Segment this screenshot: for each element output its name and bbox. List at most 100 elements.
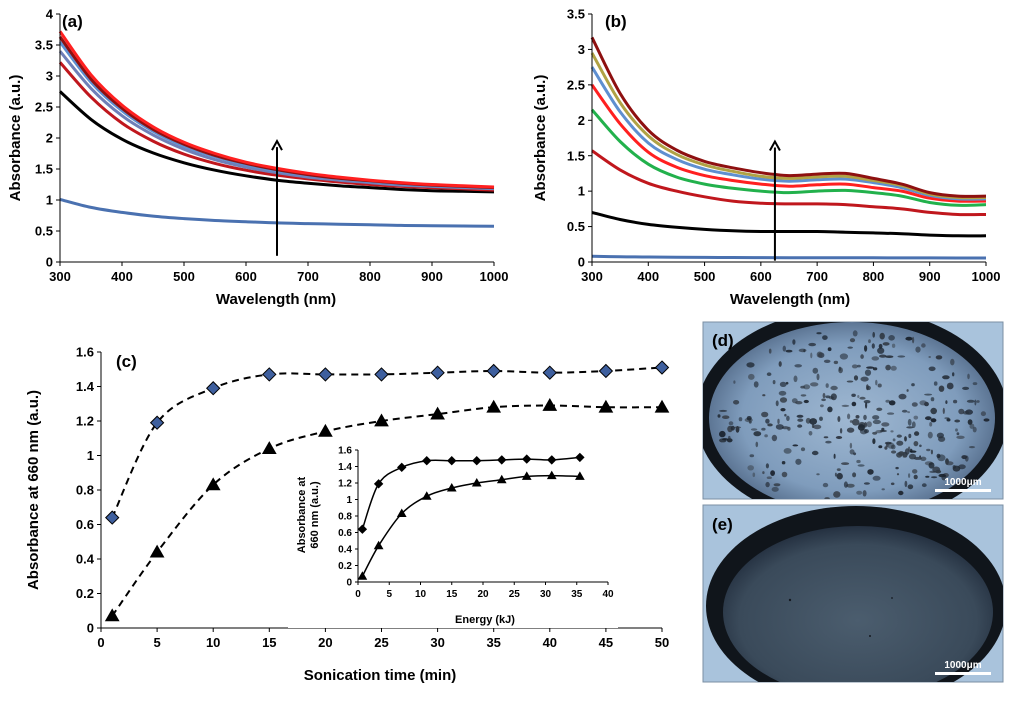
panel-a-x-tick-label: 700 (297, 269, 319, 284)
panel-b-series-line-s8 (590, 36, 987, 198)
micrograph-d-particle (853, 375, 859, 381)
micrograph-d-particle (834, 472, 837, 477)
panel-c-y-tick-label: 1 (87, 448, 94, 463)
micrograph-d-particle (907, 418, 912, 426)
inset-point-diamonds (447, 456, 457, 466)
panel-c-point-diamonds (262, 367, 277, 382)
micrograph-d-particle (907, 446, 911, 452)
micrograph-d-particle (803, 399, 809, 404)
micrograph-d-particle (952, 372, 955, 377)
panel-c-point-diamonds (105, 510, 120, 525)
micrograph-d-particle (775, 400, 779, 407)
panel-d-label: (d) (712, 331, 734, 350)
panel-c-point-diamonds (598, 363, 614, 379)
micrograph-d-particle (792, 444, 799, 447)
micrograph-d-particle (907, 484, 914, 490)
micrograph-d-particle (885, 399, 890, 403)
micrograph-d-particle (871, 356, 880, 361)
micrograph-d-particle (852, 330, 858, 337)
micrograph-d-particle (748, 373, 755, 380)
panel-b-x-tick-label: 600 (750, 269, 772, 284)
panel-c-point-triangles (598, 399, 614, 413)
micrograph-d-particle (872, 419, 882, 425)
micrograph-d-particle (785, 349, 793, 353)
micrograph-d-particle (824, 497, 830, 499)
micrograph-d-particle (876, 407, 883, 411)
inset-x-tick-label: 5 (386, 589, 392, 600)
micrograph-d-particle (941, 474, 947, 481)
micrograph-d-particle (852, 472, 857, 478)
micrograph-d-particle (819, 416, 823, 421)
micrograph-d-particle (902, 455, 907, 458)
inset-x-tick-label: 30 (540, 589, 552, 600)
micrograph-d-particle (851, 364, 858, 369)
micrograph-d-particle (866, 366, 875, 369)
micrograph-d-particle (750, 428, 758, 431)
micrograph-d-particle (839, 353, 849, 360)
micrograph-d-particle (719, 430, 726, 438)
inset-y-tick-label: 0.4 (338, 545, 352, 556)
micrograph-d-particle (816, 373, 820, 381)
micrograph-d-particle (872, 475, 881, 481)
inset-point-triangles (446, 482, 457, 492)
micrograph-d-particle (849, 442, 853, 449)
micrograph-d-particle (888, 400, 896, 406)
panel-c-point-diamonds (318, 367, 333, 382)
panel-a-y-axis-title: Absorbance (a.u.) (7, 75, 24, 202)
micrograph-d-particle (795, 401, 803, 405)
panel-c-trend-diamonds (111, 366, 663, 519)
micrograph-d-particle (898, 490, 904, 496)
micrograph-d-particle (836, 472, 843, 480)
panel-c-y-tick-label: 0 (87, 621, 94, 636)
micrograph-d-particle (938, 436, 946, 442)
panel-e-label: (e) (712, 515, 733, 534)
micrograph-d-particle (908, 453, 917, 460)
micrograph-d-particle (912, 469, 918, 474)
panel-c-x-tick-label: 50 (655, 635, 669, 650)
micrograph-d-particle (935, 469, 942, 474)
micrograph-d-particle (976, 400, 980, 403)
micrograph-d-particle (967, 419, 973, 425)
inset-point-triangles (521, 471, 532, 480)
panel-b-series-line-s5 (590, 84, 987, 203)
panel-b-y-tick-label: 2 (578, 113, 585, 128)
panel-c-point-triangles (149, 544, 165, 558)
inset-point-diamonds (357, 524, 368, 534)
panel-b-series-line-s1 (591, 254, 986, 260)
micrograph-d-particle (885, 364, 891, 371)
micrograph-d-particle (942, 375, 950, 380)
inset-point-diamonds (575, 452, 585, 463)
panel-a-y-tick-label: 3.5 (35, 38, 53, 53)
micrograph-d-particle (778, 361, 782, 367)
micrograph-d-particle (904, 436, 907, 442)
inset-y-axis-title-line2: 660 nm (a.u.) (309, 481, 321, 549)
micrograph-d-particle (896, 440, 904, 446)
micrograph-d-speckles (717, 330, 990, 499)
micrograph-d-particle (822, 392, 826, 399)
micrograph-d-particle (966, 399, 975, 403)
micrograph-d-particle (839, 428, 843, 434)
micrograph-d-particle (920, 456, 927, 461)
micrograph-d-particle (852, 418, 860, 426)
micrograph-d-particle (924, 393, 933, 396)
micrograph-d-particle (905, 336, 913, 341)
micrograph-d-particle (911, 383, 915, 387)
inset-point-triangles (575, 471, 585, 480)
panel-c-point-diamonds (486, 363, 501, 379)
panel-c-inset-chart: 00.20.40.60.811.21.41.60 5 10 15 20 25 30 35 40 … (288, 442, 618, 628)
micrograph-d-particle (896, 434, 902, 438)
micrograph-d-particle (898, 451, 905, 456)
inset-y-tick-label: 1.4 (338, 462, 352, 473)
micrograph-d-particle (857, 424, 866, 431)
inset-y-tick-label: 0.2 (338, 561, 352, 572)
micrograph-d-particle (875, 379, 878, 386)
micrograph-d-particle (833, 491, 841, 498)
panel-c-x-tick-label: 30 (430, 635, 444, 650)
panel-c-y-tick-label: 0.2 (76, 586, 94, 601)
micrograph-d-particle (909, 450, 917, 453)
micrograph-d-particle (765, 418, 770, 424)
micrograph-d-particle (908, 473, 911, 478)
micrograph-d-particle (913, 474, 918, 480)
micrograph-d-particle (780, 408, 786, 412)
inset-point-triangles (546, 470, 557, 480)
